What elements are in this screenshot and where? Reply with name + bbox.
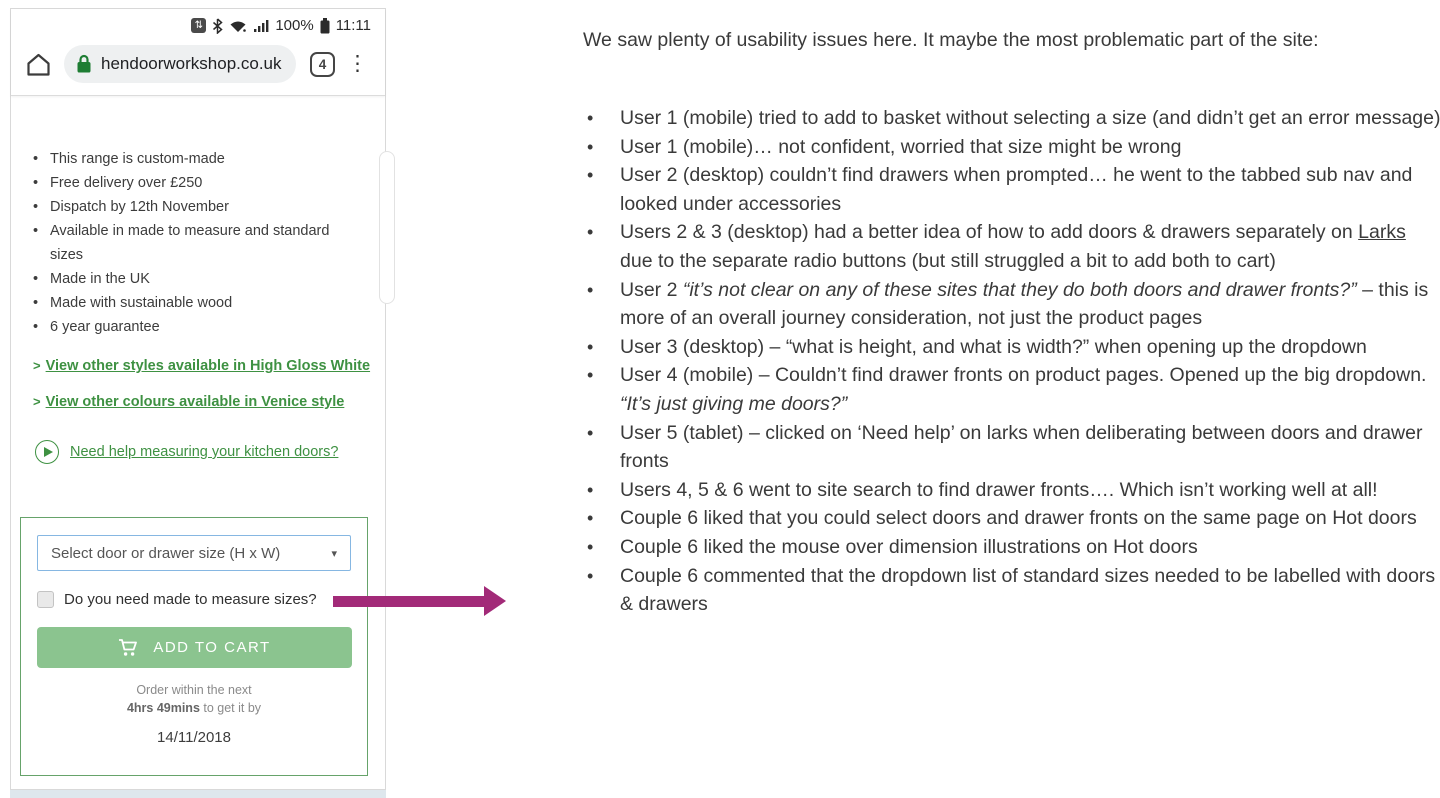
signal-bars-icon <box>254 19 269 32</box>
size-dropdown-label: Select door or drawer size (H x W) <box>51 544 281 562</box>
bluetooth-icon <box>213 17 223 34</box>
battery-icon <box>320 17 330 33</box>
usability-note-item: User 1 (mobile) tried to add to basket w… <box>583 104 1440 133</box>
lock-icon <box>77 54 91 73</box>
countdown-time: 4hrs 49mins <box>126 701 200 715</box>
feature-item: Dispatch by 12th November <box>33 195 335 219</box>
feature-item: Made with sustainable wood <box>33 291 335 315</box>
chevron-right-icon: > <box>33 394 41 409</box>
product-feature-list: This range is custom-madeFree delivery o… <box>33 147 385 339</box>
usability-note-item: Users 2 & 3 (desktop) had a better idea … <box>583 218 1440 275</box>
measuring-help-row: Need help measuring your kitchen doors? <box>35 440 385 464</box>
clock-label: 11:11 <box>335 17 371 34</box>
link-view-other-colours[interactable]: > View other colours available in Venice … <box>33 394 345 410</box>
add-to-cart-panel: Select door or drawer size (H x W) ▾ Do … <box>20 517 368 776</box>
page-bottom-strip <box>10 790 386 798</box>
usability-note-item: User 2 “it’s not clear on any of these s… <box>583 276 1440 333</box>
add-to-cart-label: ADD TO CART <box>153 639 271 656</box>
url-text: hendoorworkshop.co.uk <box>101 54 282 73</box>
usability-note-item: User 1 (mobile)… not confident, worried … <box>583 133 1440 162</box>
delivery-date: 14/11/2018 <box>157 729 231 746</box>
browser-menu-icon[interactable]: ⋮ <box>347 52 368 75</box>
made-to-measure-checkbox[interactable] <box>37 591 54 608</box>
notes-title: We saw plenty of usability issues here. … <box>583 29 1319 51</box>
usability-note-item: Users 4, 5 & 6 went to site search to fi… <box>583 476 1440 505</box>
scrollbar-thumb[interactable] <box>379 151 395 304</box>
usability-note-item: Couple 6 commented that the dropdown lis… <box>583 562 1440 619</box>
usability-note-item: User 5 (tablet) – clicked on ‘Need help’… <box>583 419 1440 476</box>
link-view-other-styles[interactable]: > View other styles available in High Glo… <box>33 358 371 374</box>
dropdown-arrow-icon: ▾ <box>331 547 337 560</box>
usability-notes: We saw plenty of usability issues here. … <box>583 27 1440 619</box>
power-saver-icon: ⇅ <box>191 18 207 33</box>
order-countdown: Order within the next 4hrs 49mins to get… <box>126 683 262 715</box>
feature-item: Made in the UK <box>33 267 335 291</box>
chevron-right-icon: > <box>33 358 41 373</box>
status-bar: ⇅ 100% 11:11 <box>11 9 385 34</box>
link-measuring-help[interactable]: Need help measuring your kitchen doors? <box>70 444 339 460</box>
wifi-icon <box>230 21 247 32</box>
url-field[interactable]: hendoorworkshop.co.uk <box>64 45 296 83</box>
notes-bullet-list: User 1 (mobile) tried to add to basket w… <box>583 104 1440 619</box>
home-icon[interactable] <box>25 52 52 77</box>
phone-screenshot: ⇅ 100% 11:11 <box>10 8 395 790</box>
play-video-icon[interactable] <box>35 440 59 464</box>
tab-count-button[interactable]: 4 <box>310 51 335 77</box>
usability-note-item: User 4 (mobile) – Couldn’t find drawer f… <box>583 361 1440 418</box>
url-bar-row: hendoorworkshop.co.uk 4 ⋮ <box>11 34 385 83</box>
made-to-measure-label: Do you need made to measure sizes? <box>64 591 317 608</box>
size-dropdown[interactable]: Select door or drawer size (H x W) ▾ <box>37 535 351 571</box>
made-to-measure-row: Do you need made to measure sizes? <box>37 591 351 608</box>
browser-top-bar: ⇅ 100% 11:11 <box>11 9 385 96</box>
usability-note-item: Couple 6 liked the mouse over dimension … <box>583 533 1440 562</box>
feature-item: This range is custom-made <box>33 147 335 171</box>
annotation-arrow-head <box>484 586 506 616</box>
feature-item: Available in made to measure and standar… <box>33 219 335 267</box>
annotation-arrow <box>333 596 485 607</box>
usability-note-item: User 3 (desktop) – “what is height, and … <box>583 333 1440 362</box>
feature-item: 6 year guarantee <box>33 315 335 339</box>
battery-percent-label: 100% <box>275 17 314 34</box>
cart-icon <box>119 638 138 656</box>
style-links: > View other styles available in High Glo… <box>33 358 385 410</box>
add-to-cart-button[interactable]: ADD TO CART <box>37 627 352 668</box>
feature-item: Free delivery over £250 <box>33 171 335 195</box>
usability-note-item: Couple 6 liked that you could select doo… <box>583 504 1440 533</box>
usability-note-item: User 2 (desktop) couldn’t find drawers w… <box>583 161 1440 218</box>
